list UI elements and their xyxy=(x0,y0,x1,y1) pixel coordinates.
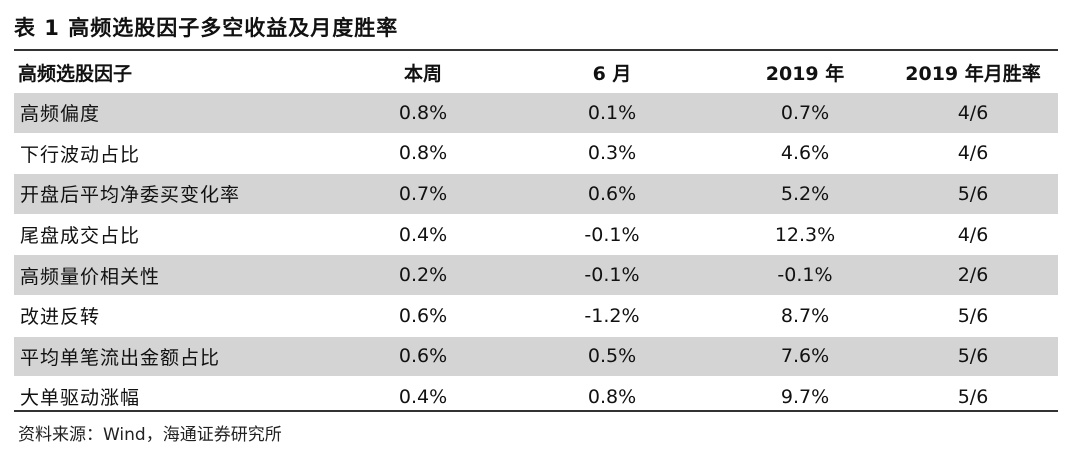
week-return: 0.2% xyxy=(344,254,502,296)
june-return: -0.1% xyxy=(502,254,722,296)
ytd-return: -0.1% xyxy=(722,254,888,296)
header-row: 高频选股因子 本周 6 月 2019 年 2019 年月胜率 xyxy=(14,53,1058,93)
june-return: 0.8% xyxy=(502,376,722,417)
week-return: 0.6% xyxy=(344,335,502,377)
june-return: 0.5% xyxy=(502,335,722,377)
top-rule xyxy=(14,49,1058,51)
factor-name: 开盘后平均净委买变化率 xyxy=(14,173,344,215)
table-row: 大单驱动涨幅 0.4% 0.8% 9.7% 5/6 xyxy=(14,376,1058,417)
win-rate: 5/6 xyxy=(888,294,1058,337)
win-rate: 2/6 xyxy=(888,254,1058,296)
ytd-return: 0.7% xyxy=(722,92,888,134)
col-header-win-rate: 2019 年月胜率 xyxy=(905,63,1041,85)
factor-table: 高频选股因子 本周 6 月 2019 年 2019 年月胜率 高频偏度 0.8%… xyxy=(14,53,1058,417)
ytd-return: 9.7% xyxy=(722,376,888,417)
table-title: 表 1 高频选股因子多空收益及月度胜率 xyxy=(14,16,399,40)
table-row: 下行波动占比 0.8% 0.3% 4.6% 4/6 xyxy=(14,132,1058,174)
win-rate: 4/6 xyxy=(888,213,1058,255)
factor-name: 改进反转 xyxy=(14,294,344,337)
week-return: 0.8% xyxy=(344,92,502,134)
week-return: 0.7% xyxy=(344,173,502,215)
week-return: 0.4% xyxy=(344,213,502,255)
week-return: 0.8% xyxy=(344,132,502,174)
ytd-return: 5.2% xyxy=(722,173,888,215)
june-return: 0.6% xyxy=(502,173,722,215)
ytd-return: 8.7% xyxy=(722,294,888,337)
week-return: 0.4% xyxy=(344,376,502,417)
ytd-return: 7.6% xyxy=(722,335,888,377)
table-row: 高频偏度 0.8% 0.1% 0.7% 4/6 xyxy=(14,92,1058,134)
factor-name: 大单驱动涨幅 xyxy=(14,376,344,417)
win-rate: 4/6 xyxy=(888,92,1058,134)
col-header-june: 6 月 xyxy=(592,63,632,85)
ytd-return: 12.3% xyxy=(722,213,888,255)
factor-name: 下行波动占比 xyxy=(14,132,344,174)
col-header-2019: 2019 年 xyxy=(765,63,845,85)
june-return: 0.1% xyxy=(502,92,722,134)
source-note: 资料来源：Wind，海通证券研究所 xyxy=(18,425,282,445)
win-rate: 5/6 xyxy=(888,173,1058,215)
week-return: 0.6% xyxy=(344,294,502,337)
june-return: 0.3% xyxy=(502,132,722,174)
table-row: 改进反转 0.6% -1.2% 8.7% 5/6 xyxy=(14,294,1058,337)
win-rate: 5/6 xyxy=(888,376,1058,417)
june-return: -0.1% xyxy=(502,213,722,255)
factor-name: 平均单笔流出金额占比 xyxy=(14,335,344,377)
col-header-factor: 高频选股因子 xyxy=(18,63,133,85)
ytd-return: 4.6% xyxy=(722,132,888,174)
table-row: 尾盘成交占比 0.4% -0.1% 12.3% 4/6 xyxy=(14,213,1058,255)
factor-name: 高频量价相关性 xyxy=(14,254,344,296)
win-rate: 4/6 xyxy=(888,132,1058,174)
col-header-week: 本周 xyxy=(403,63,442,85)
factor-name: 高频偏度 xyxy=(14,92,344,134)
table-row: 开盘后平均净委买变化率 0.7% 0.6% 5.2% 5/6 xyxy=(14,173,1058,215)
table-row: 平均单笔流出金额占比 0.6% 0.5% 7.6% 5/6 xyxy=(14,335,1058,377)
win-rate: 5/6 xyxy=(888,335,1058,377)
factor-name: 尾盘成交占比 xyxy=(14,213,344,255)
june-return: -1.2% xyxy=(502,294,722,337)
table-row: 高频量价相关性 0.2% -0.1% -0.1% 2/6 xyxy=(14,254,1058,296)
